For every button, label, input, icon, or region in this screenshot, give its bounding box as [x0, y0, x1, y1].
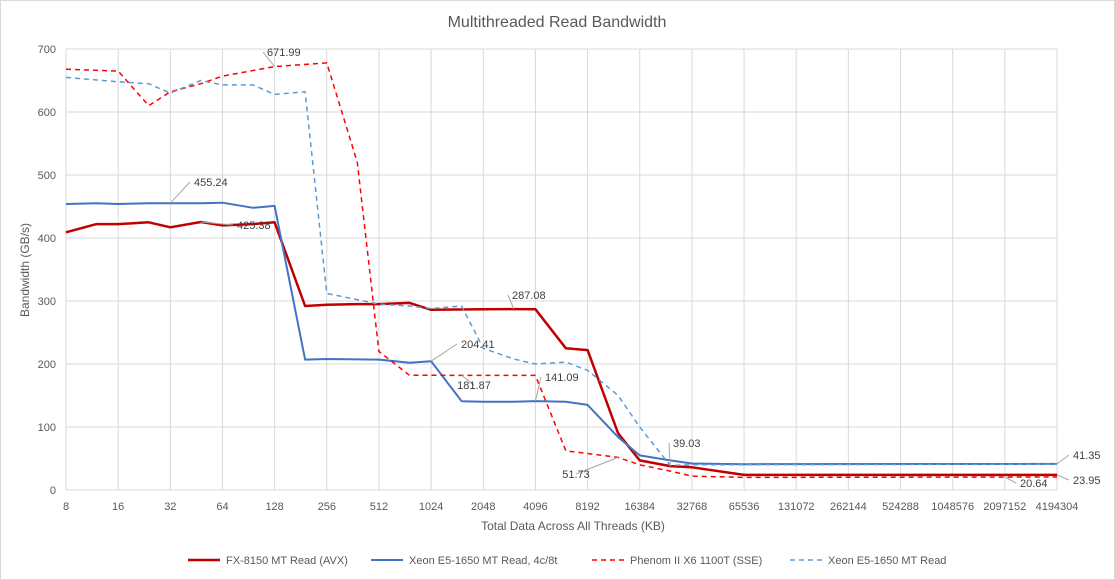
data-label-leader: [507, 294, 515, 310]
data-label-leader: [1056, 474, 1070, 481]
data-label: 671.99: [267, 47, 301, 59]
data-label: 425.38: [237, 220, 271, 232]
x-tick-label: 32768: [677, 501, 708, 513]
series-line-4: [65, 76, 1058, 467]
x-tick-label: 512: [370, 501, 388, 513]
data-label: 20.64: [1020, 478, 1048, 490]
data-label: 141.09: [545, 372, 579, 384]
data-label: 204.41: [461, 339, 495, 351]
y-axis-label: Bandwidth (GB/s): [18, 223, 32, 317]
data-label: 39.03: [673, 438, 701, 450]
data-label-leader: [430, 343, 458, 362]
x-tick-label: 262144: [830, 501, 867, 513]
legend: FX-8150 MT Read (AVX) Xeon E5-1650 MT Rea…: [188, 555, 946, 567]
legend-label: FX-8150 MT Read (AVX): [226, 555, 348, 567]
grid: [65, 48, 1058, 491]
y-tick-label: 500: [38, 170, 56, 182]
legend-label: Xeon E5-1650 MT Read, 4c/8t: [409, 555, 557, 567]
data-labels: 671.99 455.24 425.38 287.08 204.41 181.87 141.…: [169, 47, 1101, 490]
data-label-leader: [169, 181, 191, 204]
plot-area: [65, 62, 1058, 479]
x-tick-label: 32: [164, 501, 176, 513]
y-tick-label: 300: [38, 296, 56, 308]
x-tick-label: 2097152: [983, 501, 1026, 513]
x-tick-label: 131072: [778, 501, 815, 513]
legend-label: Phenom II X6 1100T (SSE): [630, 555, 762, 567]
data-label-leader: [1056, 454, 1070, 465]
data-label: 287.08: [512, 290, 546, 302]
series-line-1: [65, 220, 1057, 477]
x-tick-label: 16384: [624, 501, 655, 513]
data-label: 41.35: [1073, 450, 1101, 462]
data-label-leader: [461, 375, 475, 386]
x-tick-label: 524288: [882, 501, 919, 513]
x-tick-label: 1024: [419, 501, 443, 513]
legend-label: Xeon E5-1650 MT Read: [828, 555, 946, 567]
x-tick-label: 2048: [471, 501, 495, 513]
x-tick-label: 64: [216, 501, 228, 513]
y-tick-label: 700: [38, 44, 56, 56]
series-line-2: [65, 201, 1058, 466]
x-tick-label: 128: [265, 501, 283, 513]
series-line-3: [65, 62, 1058, 479]
x-tick-label: 65536: [729, 501, 760, 513]
y-tick-label: 600: [38, 107, 56, 119]
y-tick-label: 100: [38, 422, 56, 434]
x-tick-label: 1048576: [931, 501, 974, 513]
data-label-leader: [575, 456, 619, 475]
x-tick-label: 4096: [523, 501, 547, 513]
x-tick-label: 256: [318, 501, 336, 513]
y-tick-label: 400: [38, 233, 56, 245]
x-tick-label: 8: [63, 501, 69, 513]
y-tick-label: 200: [38, 359, 56, 371]
data-label: 23.95: [1073, 475, 1101, 487]
x-axis-label: Total Data Across All Threads (KB): [481, 519, 665, 533]
data-label-leader: [668, 442, 671, 466]
data-label-leader: [262, 51, 275, 67]
data-label-leader: [534, 376, 542, 402]
x-tick-label: 16: [112, 501, 124, 513]
axis-ticks: 0 100 200 300 400 500 600 700 8 16 32 64 128 256 512 10…: [38, 44, 1079, 513]
data-label-leader: [200, 221, 234, 226]
data-label: 181.87: [457, 380, 491, 392]
x-tick-label: 8192: [575, 501, 599, 513]
y-tick-label: 0: [50, 485, 56, 497]
data-label: 51.73: [562, 469, 590, 481]
data-label-leader: [1004, 476, 1017, 484]
data-label: 455.24: [194, 177, 228, 189]
x-tick-label: 4194304: [1036, 501, 1079, 513]
chart-title: Multithreaded Read Bandwidth: [448, 14, 667, 31]
